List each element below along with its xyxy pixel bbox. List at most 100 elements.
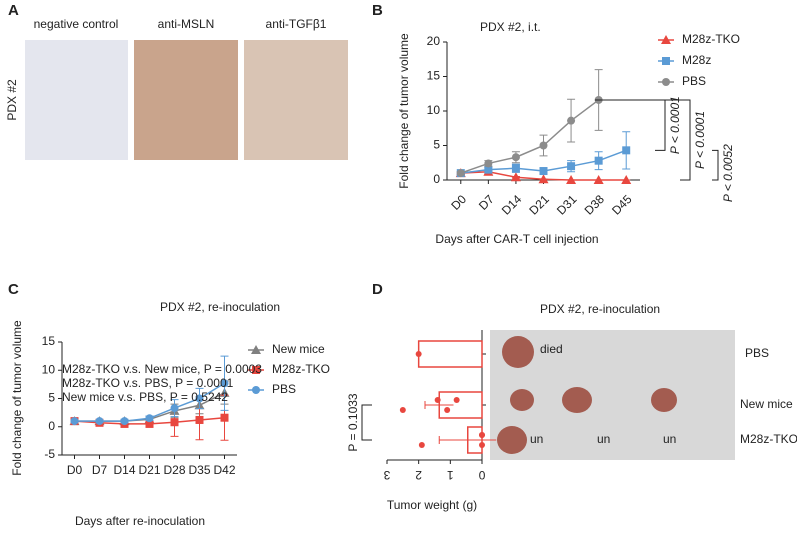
marker [484, 159, 493, 168]
marker [622, 146, 631, 155]
x-axis-label: Days after CAR-T cell injection [435, 232, 598, 246]
row-label: New mice [740, 397, 793, 411]
y-tick-label: 5 [48, 391, 55, 405]
data-point [434, 397, 441, 403]
marker [567, 116, 576, 125]
marker [251, 345, 261, 354]
x-axis-label: Tumor weight (g) [387, 498, 477, 512]
x-tick-label: D14 [499, 192, 525, 218]
micrograph [244, 40, 348, 160]
legend-label: M28z [682, 53, 711, 67]
marker [539, 141, 548, 150]
x-tick-label: D0 [448, 192, 469, 213]
y-tick-label: 15 [427, 69, 441, 83]
x-axis-label: Days after re-inoculation [75, 514, 205, 528]
p-value: P = 0.1033 [346, 393, 360, 451]
y-tick-label: 10 [42, 362, 56, 376]
data-point [418, 442, 425, 448]
data-point [479, 442, 485, 448]
y-tick-label: 0 [48, 419, 55, 433]
y-tick-label: 5 [433, 138, 440, 152]
x-tick-label: D35 [188, 463, 210, 477]
row-label: M28z-TKO [740, 432, 797, 446]
row-label: PDX #2 [5, 79, 19, 121]
marker [252, 386, 260, 394]
marker [195, 394, 204, 403]
x-tick-label: D21 [526, 192, 552, 218]
marker [252, 366, 260, 374]
x-tick-label: D7 [476, 192, 497, 213]
marker [220, 413, 229, 422]
legend-label: PBS [272, 382, 296, 396]
marker [170, 404, 179, 413]
panel-label: C [8, 281, 19, 298]
legend-label: New mice [272, 342, 325, 356]
image-caption: negative control [34, 17, 119, 31]
x-tick-label: D45 [609, 192, 635, 218]
x-tick-label: D21 [138, 463, 160, 477]
marker [170, 418, 179, 427]
y-tick-label: 15 [42, 334, 56, 348]
x-tick-label: D7 [92, 463, 108, 477]
x-tick-label: D28 [163, 463, 185, 477]
data-point [479, 432, 485, 438]
tumor [497, 426, 527, 454]
x-tick-label: D38 [582, 192, 608, 218]
marker [120, 417, 129, 426]
marker [662, 57, 670, 65]
legend-label: M28z-TKO [682, 32, 740, 46]
tumor [510, 389, 534, 411]
p-value: P < 0.0001 [668, 96, 682, 154]
marker [145, 414, 154, 423]
marker [145, 419, 154, 428]
image-label: un [663, 432, 676, 446]
panel-label: B [372, 2, 383, 19]
p-value: P < 0.0052 [721, 144, 735, 202]
panel-label: D [372, 281, 383, 298]
error-bar [438, 436, 497, 444]
marker [662, 78, 670, 86]
y-axis-label: Fold change of tumor volume [397, 33, 411, 189]
annotation: M28z-TKO v.s. New mice, P = 0.0003 [62, 362, 262, 376]
micrograph [25, 40, 128, 160]
marker [661, 35, 671, 44]
x-tick-label: 0 [478, 468, 485, 482]
marker [95, 417, 104, 426]
marker [594, 156, 603, 165]
tumor [562, 387, 592, 413]
annotation: M28z-TKO v.s. PBS, P = 0.0001 [62, 376, 234, 390]
data-point [444, 407, 451, 413]
marker [195, 415, 204, 424]
x-tick-label: 1 [447, 468, 454, 482]
image-label: un [597, 432, 610, 446]
marker [539, 167, 548, 176]
y-tick-label: 0 [433, 172, 440, 186]
micrograph [134, 40, 238, 160]
marker [593, 175, 604, 184]
x-tick-label: D0 [67, 463, 83, 477]
bracket [665, 99, 691, 181]
row-label: PBS [745, 346, 769, 360]
marker [567, 162, 576, 171]
marker [621, 175, 632, 184]
bracket [595, 99, 666, 151]
marker [511, 153, 520, 162]
y-tick-label: -5 [44, 447, 55, 461]
x-tick-label: 3 [383, 468, 390, 482]
p-value: P < 0.0001 [693, 111, 707, 169]
marker [220, 379, 229, 388]
data-point [399, 407, 406, 413]
data-point [453, 397, 460, 403]
annotation: New mice v.s. PBS, P = 0.5242 [62, 390, 228, 404]
panel-label: A [8, 2, 19, 19]
image-caption: anti-MSLN [158, 17, 215, 31]
bar [417, 340, 483, 368]
tumor [502, 336, 534, 368]
data-point [415, 351, 422, 357]
marker [456, 169, 465, 178]
series-line [460, 99, 600, 174]
tumor [651, 388, 677, 412]
legend-label: PBS [682, 74, 706, 88]
x-tick-label: D14 [113, 463, 135, 477]
